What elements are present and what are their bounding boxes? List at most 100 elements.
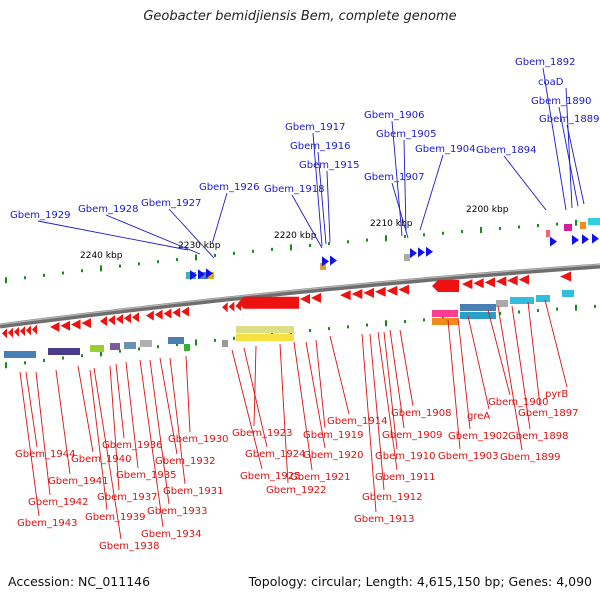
- tick-mark: [214, 253, 216, 257]
- reverse-gene-arrow: [146, 310, 154, 321]
- tick-mark: [176, 343, 178, 347]
- tick-mark: [556, 222, 558, 226]
- forward-gene-label: Gbem_1918: [264, 184, 324, 195]
- forward-gene-label: Gbem_1915: [299, 160, 359, 171]
- tick-mark: [214, 338, 216, 342]
- forward-leader-line: [558, 106, 579, 207]
- forward-gene-label: Gbem_1928: [78, 204, 138, 215]
- reverse-gene-label: Gbem_1934: [141, 529, 201, 540]
- tick-mark: [62, 356, 64, 360]
- reverse-leader-line: [329, 335, 350, 415]
- tick-mark: [594, 304, 596, 308]
- domain-bar: [124, 342, 136, 349]
- reverse-gene-label: Gbem_1902: [448, 431, 508, 442]
- tick-mark: [24, 276, 26, 280]
- tick-mark: [328, 242, 330, 246]
- reverse-gene-arrow: [311, 292, 321, 303]
- reverse-gene-arrow: [181, 306, 189, 317]
- forward-gene-label: Gbem_1907: [364, 172, 424, 183]
- reverse-leader-line: [369, 333, 385, 491]
- reverse-gene-arrow: [71, 319, 81, 330]
- reverse-gene-arrow: [8, 327, 13, 338]
- backbone-line: [0, 263, 600, 329]
- reverse-gene-label: greA: [467, 411, 490, 422]
- tick-mark: [176, 258, 178, 262]
- tick-mark: [366, 323, 368, 327]
- reverse-gene-arrow: [238, 296, 299, 309]
- reverse-leader-line: [115, 363, 125, 439]
- reverse-gene-label: Gbem_1924: [245, 449, 305, 460]
- reverse-gene-arrow: [473, 278, 484, 289]
- tick-mark: [537, 309, 539, 313]
- reverse-leader-line: [383, 331, 398, 450]
- reverse-gene-arrow: [484, 277, 495, 288]
- tick-mark: [290, 244, 292, 251]
- tick-mark: [328, 327, 330, 331]
- tick-mark: [385, 320, 387, 327]
- forward-gene-arrow: [206, 268, 213, 279]
- reverse-leader-line: [125, 361, 139, 469]
- forward-gene-label: coaD: [538, 77, 564, 88]
- reverse-leader-line: [389, 329, 405, 429]
- reverse-gene-arrow: [172, 307, 181, 318]
- forward-gene-label: Gbem_1929: [10, 210, 70, 221]
- forward-gene-label: Gbem_1892: [515, 57, 575, 68]
- domain-bar: [110, 343, 120, 350]
- forward-leader-line: [312, 132, 323, 247]
- reverse-gene-label: Gbem_1921: [290, 472, 350, 483]
- tick-mark: [157, 260, 159, 264]
- domain-bar: [208, 272, 214, 279]
- reverse-leader-line: [159, 357, 178, 455]
- tick-mark: [461, 230, 463, 234]
- domain-bar: [562, 290, 574, 297]
- reverse-leader-line: [77, 365, 94, 453]
- tick-mark: [252, 249, 254, 253]
- reverse-leader-line: [527, 301, 541, 407]
- reverse-gene-label: Gbem_1920: [303, 450, 363, 461]
- domain-bar: [320, 263, 326, 270]
- reverse-gene-arrow: [386, 285, 398, 296]
- reverse-gene-label: Gbem_1939: [85, 512, 145, 523]
- tick-mark: [537, 224, 539, 228]
- tick-mark: [423, 318, 425, 322]
- forward-leader-line: [542, 67, 567, 211]
- domain-bar: [48, 348, 80, 355]
- reverse-gene-label: Gbem_1899: [500, 452, 560, 463]
- tick-mark: [518, 310, 520, 314]
- forward-gene-label: Gbem_1927: [141, 198, 201, 209]
- forward-gene-arrow: [592, 233, 599, 244]
- forward-gene-arrow: [410, 248, 417, 259]
- scale-label: 2220 kbp: [274, 231, 317, 241]
- backbone-highlight: [0, 263, 600, 326]
- reverse-gene-arrow: [496, 276, 507, 287]
- forward-gene-label: Gbem_1905: [376, 129, 436, 140]
- reverse-gene-arrow: [351, 288, 363, 299]
- reverse-leader-line: [544, 299, 568, 388]
- forward-gene-arrow: [330, 255, 337, 266]
- domain-bar: [404, 254, 410, 261]
- reverse-leader-line: [185, 355, 191, 433]
- reverse-gene-arrow: [300, 294, 310, 305]
- reverse-gene-arrow: [124, 313, 131, 324]
- reverse-gene-label: Gbem_1936: [102, 440, 162, 451]
- reverse-gene-arrow: [462, 279, 473, 290]
- reverse-gene-label: Gbem_1911: [375, 472, 435, 483]
- forward-gene-arrow: [550, 236, 557, 247]
- tick-mark: [385, 235, 387, 242]
- scale-label: 2240 kbp: [80, 251, 123, 261]
- reverse-gene-arrow: [154, 309, 163, 320]
- scale-label: 2210 kbp: [370, 219, 413, 229]
- reverse-leader-line: [487, 309, 511, 396]
- tick-mark: [81, 269, 83, 273]
- reverse-leader-line: [511, 305, 531, 430]
- domain-bar: [222, 340, 228, 347]
- reverse-leader-line: [497, 305, 523, 451]
- reverse-gene-label: Gbem_1922: [266, 485, 326, 496]
- reverse-gene-label: Gbem_1919: [303, 430, 363, 441]
- scale-label: 2200 kbp: [466, 205, 509, 215]
- scale-label: 2230 kbp: [178, 241, 221, 251]
- domain-bar: [4, 351, 36, 358]
- tick-mark: [81, 354, 83, 358]
- reverse-gene-arrow: [50, 322, 60, 333]
